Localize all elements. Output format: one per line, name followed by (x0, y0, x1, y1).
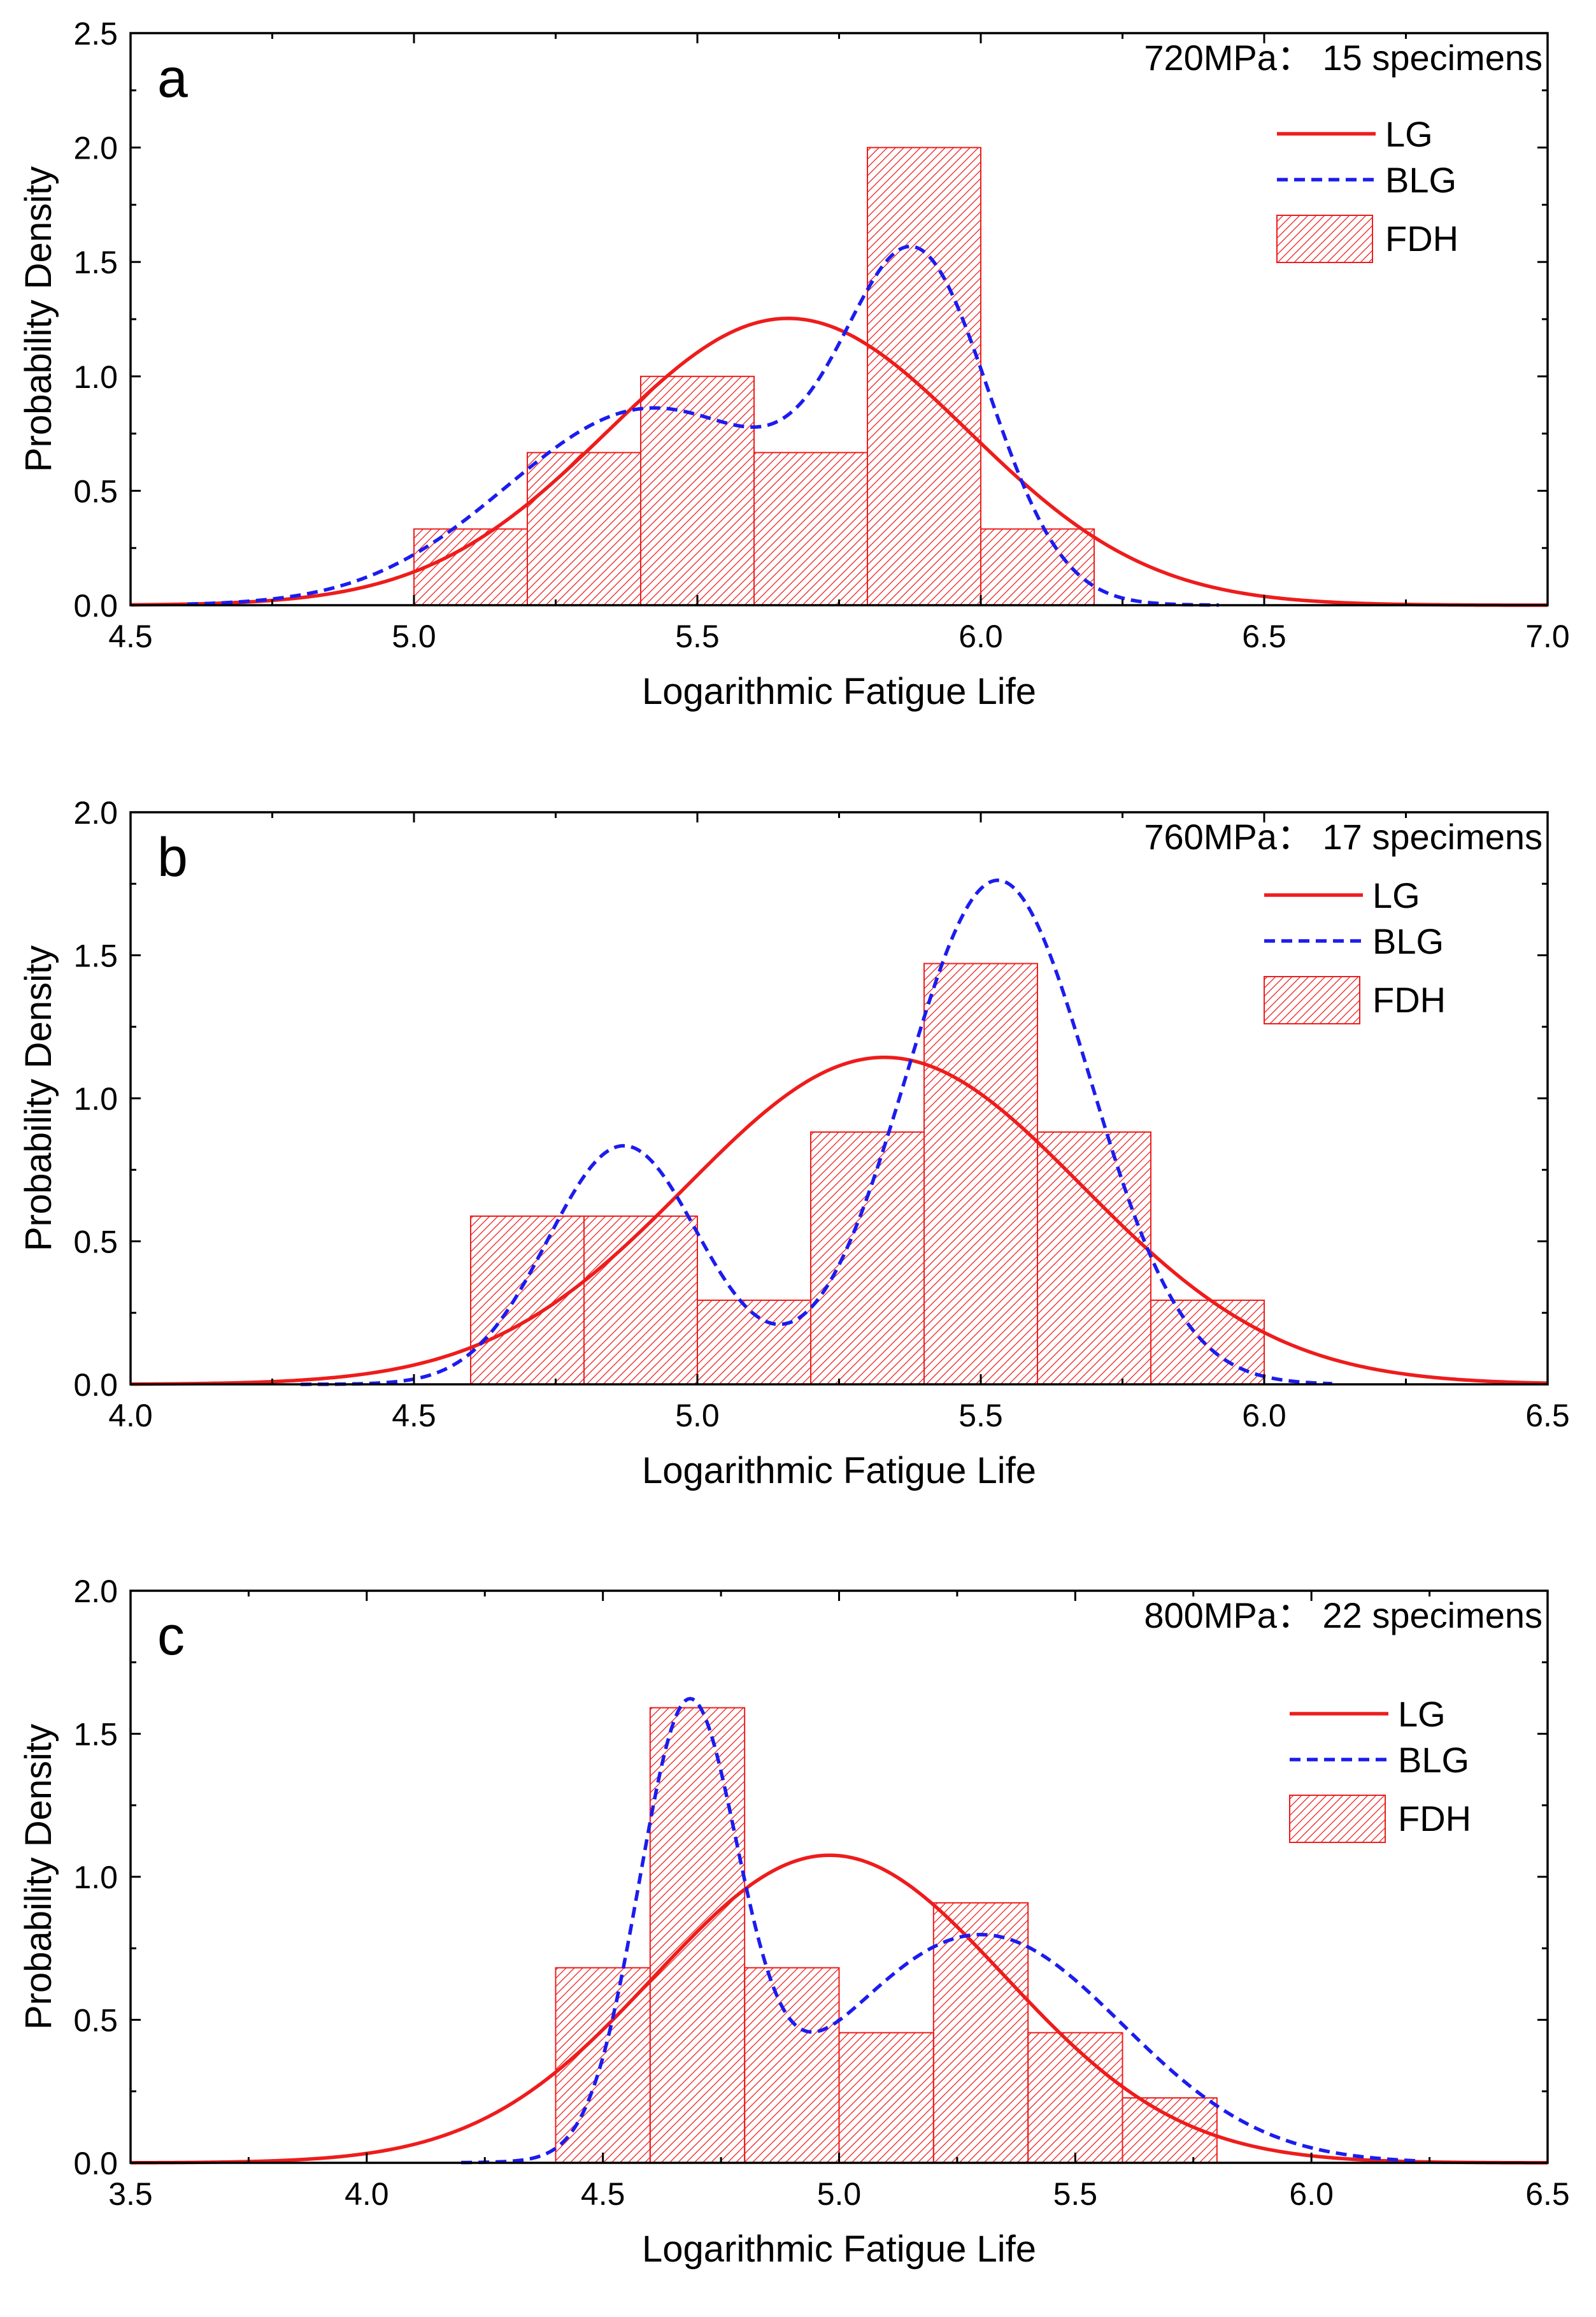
y-tick-label: 0.5 (73, 473, 118, 509)
x-axis-label: Logarithmic Fatigue Life (642, 1450, 1036, 1491)
legend-fdh-swatch (1264, 976, 1360, 1024)
lg-curve (130, 317, 1548, 607)
x-tick-label: 4.5 (108, 619, 153, 654)
legend-fdh-label: FDH (1398, 1798, 1471, 1839)
histogram-bar (1027, 2032, 1123, 2164)
legend-lg-label: LG (1398, 1694, 1446, 1734)
y-axis-label: Probability Density (18, 945, 59, 1251)
blg-curve (300, 879, 1332, 1386)
legend-blg-label: BLG (1398, 1740, 1469, 1780)
histogram-bar (413, 528, 528, 606)
x-tick-label: 5.5 (1053, 2176, 1098, 2212)
histogram-bar (527, 452, 641, 606)
y-tick-label: 0.0 (73, 2146, 118, 2181)
x-tick-label: 5.0 (817, 2176, 862, 2212)
y-tick-label: 0.0 (73, 588, 118, 624)
histogram-bar (810, 1131, 925, 1386)
x-axis-label: Logarithmic Fatigue Life (642, 671, 1036, 712)
blg-curve (187, 245, 1219, 607)
histogram-bar (753, 452, 868, 606)
x-tick-label: 7.0 (1525, 619, 1570, 654)
histogram-bar (640, 375, 755, 606)
histogram-bar (867, 147, 981, 606)
x-tick-label: 4.5 (581, 2176, 625, 2212)
histogram-bar (649, 1707, 746, 2164)
y-tick-label: 1.0 (73, 1860, 118, 1895)
x-tick-label: 6.5 (1242, 619, 1286, 654)
x-axis-label: Logarithmic Fatigue Life (642, 2228, 1036, 2270)
legend: LG BLG FDH (1276, 114, 1458, 263)
chart-panel-a: 4.5 5.0 5.5 6.0 6.5 7.0 0.0 0.5 1.0 1.5 2.0 2.5 Loga… (18, 16, 1570, 712)
x-tick-label: 6.0 (1242, 1398, 1286, 1433)
y-tick-label: 2.5 (73, 16, 118, 52)
histogram-bar (980, 528, 1095, 606)
lg-curve (130, 1055, 1548, 1386)
blg-curve (461, 1697, 1416, 2165)
y-tick-label: 1.0 (73, 1081, 118, 1117)
legend-lg-label: LG (1385, 114, 1433, 154)
x-tick-label: 5.5 (675, 619, 720, 654)
y-axis-label: Probability Density (18, 1724, 59, 2030)
chart-panel-b: 4.0 4.5 5.0 5.5 6.0 6.5 0.0 0.5 1.0 1.5 2.0 Logarit… (18, 795, 1570, 1491)
panel-label: c (157, 1605, 185, 1667)
histogram-bar (838, 2032, 934, 2164)
panel-label: b (157, 827, 188, 888)
panel-label: a (157, 48, 188, 109)
x-tick-label: 3.5 (108, 2176, 153, 2212)
histogram-bar (744, 1967, 840, 2163)
y-tick-label: 1.5 (73, 938, 118, 974)
y-tick-label: 0.0 (73, 1367, 118, 1403)
x-tick-label: 6.5 (1525, 1398, 1570, 1433)
histogram-bar (1037, 1131, 1151, 1386)
specimen-annotation: 800MPa： 22 specimens (1144, 1595, 1543, 1635)
histogram-bar (583, 1215, 698, 1386)
y-tick-label: 1.0 (73, 359, 118, 395)
x-tick-label: 4.0 (345, 2176, 389, 2212)
x-tick-label: 6.5 (1525, 2176, 1570, 2212)
legend-fdh-swatch (1289, 1795, 1386, 1843)
histogram-bar (923, 963, 1038, 1385)
legend-fdh-label: FDH (1372, 980, 1446, 1020)
specimen-annotation: 720MPa： 15 specimens (1144, 38, 1543, 78)
legend: LG BLG FDH (1264, 875, 1446, 1024)
legend-blg-label: BLG (1385, 160, 1457, 200)
y-tick-label: 2.0 (73, 1574, 118, 1609)
legend-lg-label: LG (1372, 875, 1420, 915)
chart-panel-c: 3.5 4.0 4.5 5.0 5.5 6.0 6.5 0.0 0.5 1.0 1.5 2.0 Loga… (18, 1574, 1570, 2270)
y-tick-label: 2.0 (73, 795, 118, 831)
histogram-bar (470, 1215, 585, 1386)
x-tick-label: 6.0 (958, 619, 1003, 654)
x-tick-label: 4.0 (108, 1398, 153, 1433)
legend-blg-label: BLG (1372, 921, 1444, 961)
y-tick-label: 0.5 (73, 2003, 118, 2039)
x-tick-label: 5.5 (958, 1398, 1003, 1433)
x-tick-label: 4.5 (392, 1398, 436, 1433)
y-tick-label: 0.5 (73, 1224, 118, 1260)
y-axis-label: Probability Density (18, 166, 59, 472)
specimen-annotation: 760MPa： 17 specimens (1144, 817, 1543, 857)
legend-fdh-label: FDH (1385, 219, 1458, 259)
x-tick-label: 5.0 (675, 1398, 720, 1433)
x-tick-label: 5.0 (392, 619, 436, 654)
x-tick-label: 6.0 (1289, 2176, 1334, 2212)
y-tick-label: 2.0 (73, 131, 118, 166)
legend: LG BLG FDH (1289, 1694, 1471, 1843)
legend-fdh-swatch (1276, 215, 1373, 263)
y-tick-label: 1.5 (73, 1717, 118, 1753)
y-tick-label: 1.5 (73, 245, 118, 280)
